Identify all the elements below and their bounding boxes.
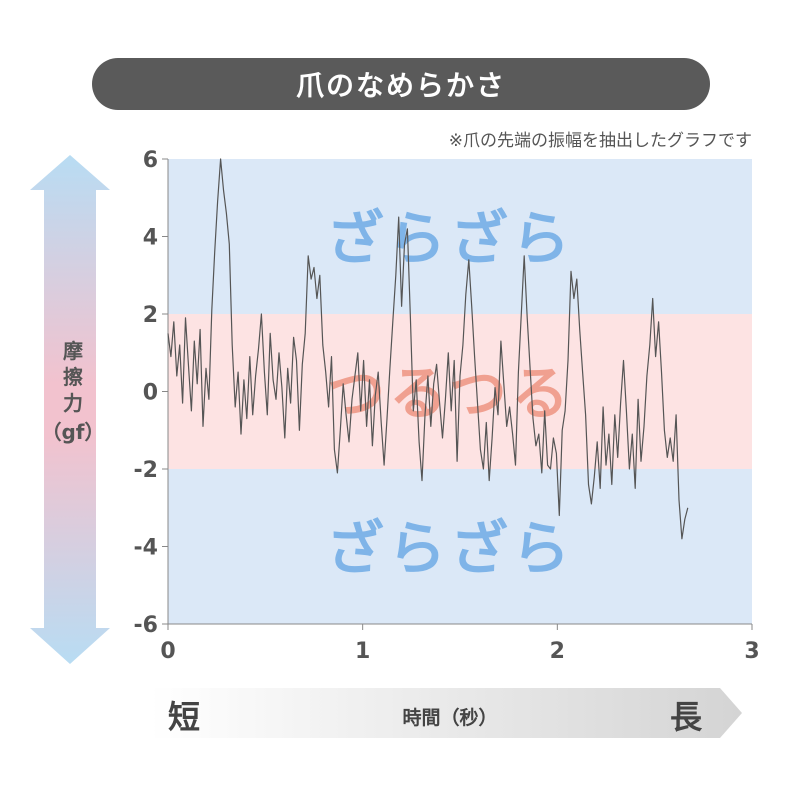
series-line-0 xyxy=(167,158,689,540)
band-2 xyxy=(168,469,752,624)
time-axis-label: 時間（秒） xyxy=(402,707,498,729)
y-axis-unit: （gf） xyxy=(41,420,105,444)
time-long-label: 長 xyxy=(670,698,703,736)
x-tick-label: 3 xyxy=(744,639,759,664)
y-axis-arrow xyxy=(30,155,110,664)
y-axis-label-char: 擦 xyxy=(63,365,83,389)
y-tick-label: -2 xyxy=(134,458,158,483)
time-arrow xyxy=(150,688,742,738)
y-tick-label: 0 xyxy=(143,381,158,406)
y-axis-label-char: 摩 xyxy=(63,339,83,363)
chart-title: 爪のなめらかさ xyxy=(92,58,710,110)
time-short-label: 短 xyxy=(168,698,201,736)
x-tick-label: 0 xyxy=(160,639,175,664)
y-tick-label: 2 xyxy=(143,303,158,328)
y-tick-label: -6 xyxy=(134,613,158,638)
y-tick-label: 4 xyxy=(143,226,158,251)
band-0 xyxy=(168,159,752,314)
band-label-2: ざらざら xyxy=(326,515,574,583)
x-tick-label: 1 xyxy=(355,639,370,664)
x-tick-label: 2 xyxy=(550,639,565,664)
band-label-0: ざらざら xyxy=(326,205,574,273)
y-axis-label: 摩擦力 （gf） xyxy=(41,338,105,446)
y-tick-label: 6 xyxy=(143,148,158,173)
chart-note: ※爪の先端の振幅を抽出したグラフです xyxy=(448,131,752,151)
y-tick-label: -4 xyxy=(134,536,158,561)
y-axis-label-char: 力 xyxy=(63,391,83,415)
